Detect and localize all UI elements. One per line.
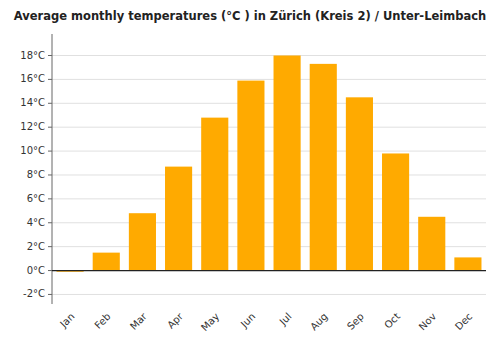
grid-line	[52, 79, 486, 80]
y-tick	[48, 270, 52, 271]
y-tick-label: 14°C	[20, 97, 45, 108]
x-tick-label: May	[199, 311, 221, 333]
grid-line	[52, 127, 486, 128]
y-tick-label: 4°C	[27, 217, 45, 228]
grid-line	[52, 198, 486, 199]
bar	[310, 64, 337, 271]
y-tick-label: 18°C	[20, 50, 45, 61]
y-tick	[48, 79, 52, 80]
y-tick-label: -2°C	[23, 288, 45, 299]
y-tick-label: 2°C	[27, 241, 45, 252]
chart: -2°C 0°C 2°C 4°C 6°C 8°C 10°C 12°C 14°C 16°C 18°C J…	[0, 0, 500, 350]
grid	[52, 56, 486, 295]
x-tick-label: Aug	[308, 311, 330, 333]
y-tick-label: 0°C	[27, 265, 45, 276]
y-tick-label: 6°C	[27, 193, 45, 204]
y-tick	[48, 294, 52, 295]
y-tick	[48, 55, 52, 56]
bar	[274, 56, 301, 271]
bar	[201, 118, 228, 271]
y-tick	[48, 151, 52, 152]
bar	[165, 167, 192, 271]
x-tick-label: Jun	[238, 311, 258, 331]
y-tick-label: 12°C	[20, 121, 45, 132]
y-tick-label: 8°C	[27, 169, 45, 180]
y-axis: -2°C 0°C 2°C 4°C 6°C 8°C 10°C 12°C 14°C 16°C 18°C	[20, 34, 52, 304]
grid-line	[52, 103, 486, 104]
bar	[454, 257, 481, 270]
x-axis: Jan Feb Mar Apr May Jun Jul Aug Sep Oct Nov Dec	[57, 310, 474, 333]
y-tick	[48, 127, 52, 128]
zero-line	[52, 270, 486, 271]
y-tick	[48, 198, 52, 199]
bar	[382, 153, 409, 270]
bar	[93, 253, 120, 271]
bar	[129, 213, 156, 270]
y-tick	[48, 246, 52, 247]
bar	[237, 81, 264, 271]
grid-line	[52, 270, 486, 271]
x-tick-label: Dec	[453, 311, 474, 332]
grid-line	[52, 151, 486, 152]
bars	[57, 56, 482, 272]
x-tick-label: Feb	[92, 311, 112, 331]
x-tick-label: Jan	[57, 311, 76, 330]
grid-line	[52, 55, 486, 56]
y-tick-label: 16°C	[20, 73, 45, 84]
title: Average monthly temperatures (°C ) in Zü…	[14, 9, 486, 23]
y-tick	[48, 174, 52, 175]
y-tick-label: 10°C	[20, 145, 45, 156]
x-tick-label: Apr	[165, 310, 186, 331]
y-axis-line	[52, 34, 53, 304]
x-tick-label: Jul	[277, 311, 294, 328]
grid-line	[52, 294, 486, 295]
bar	[346, 97, 373, 270]
bar	[418, 217, 445, 271]
x-tick-label: Mar	[128, 310, 150, 332]
x-tick-label: Sep	[345, 311, 366, 332]
x-tick-label: Nov	[417, 311, 439, 333]
grid-line	[52, 174, 486, 175]
y-tick	[48, 222, 52, 223]
y-tick	[48, 103, 52, 104]
x-tick-label: Oct	[382, 311, 402, 331]
